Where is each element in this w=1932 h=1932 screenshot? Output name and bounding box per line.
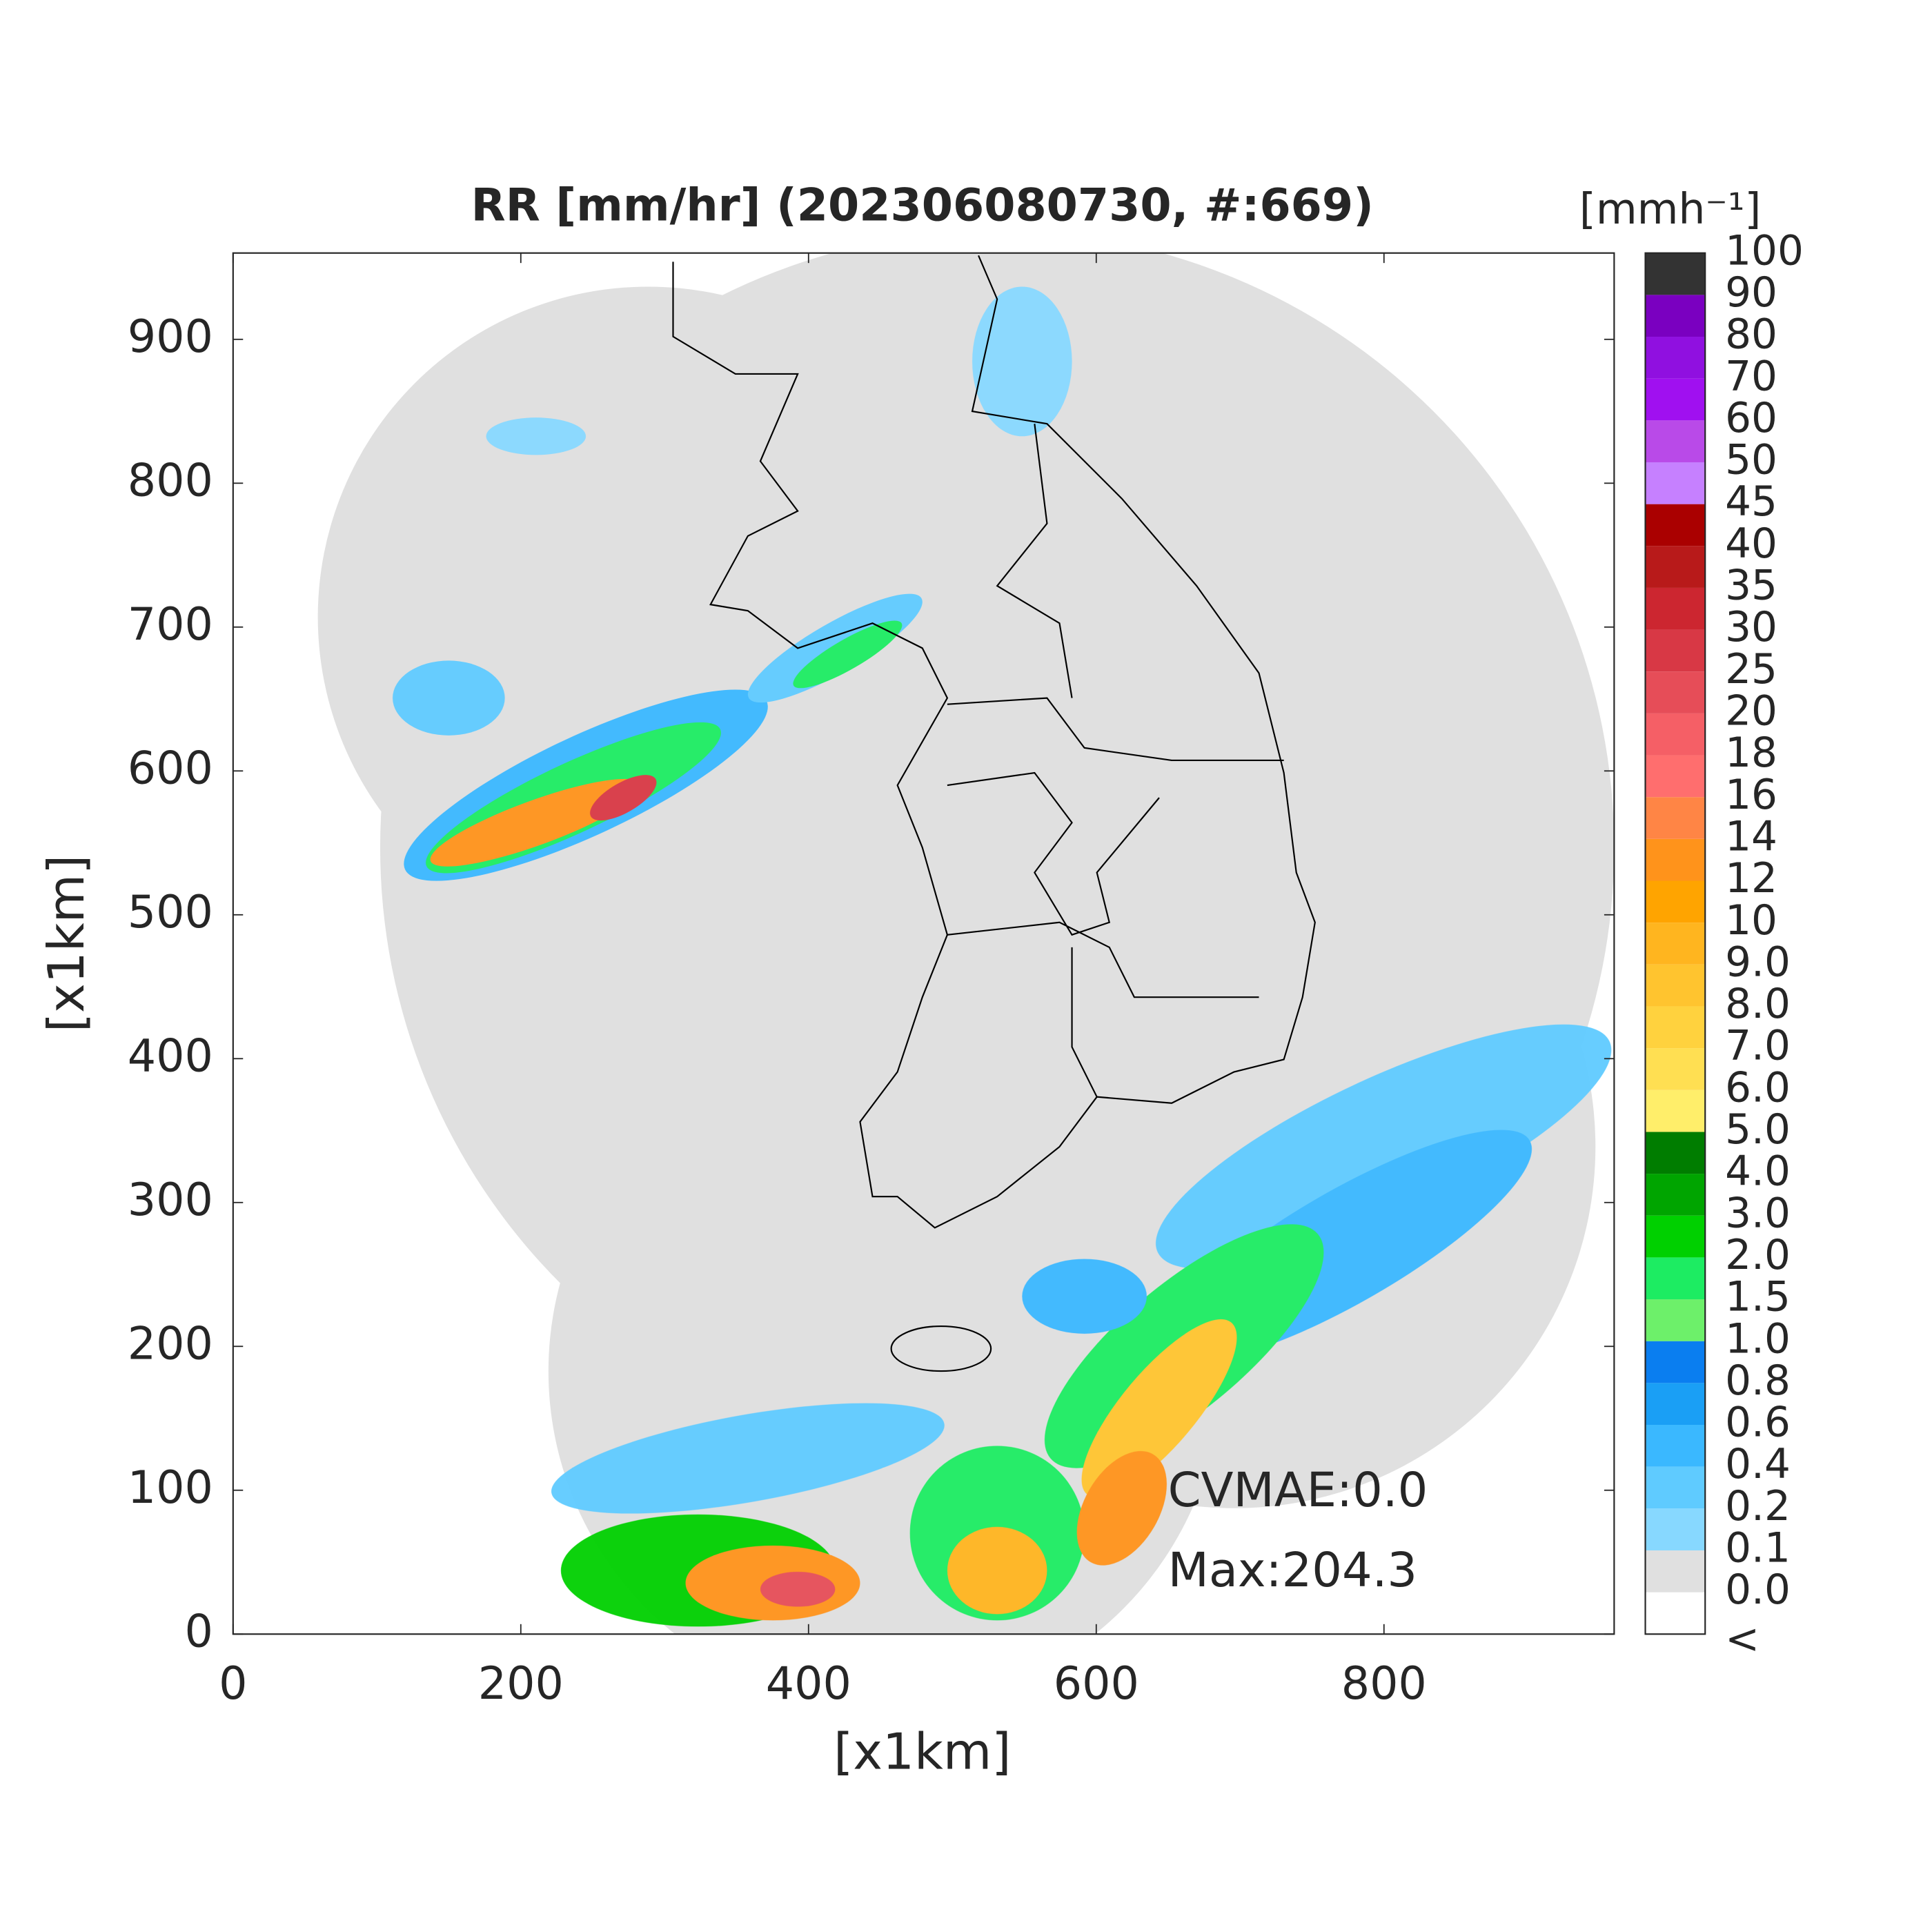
colorbar-segment xyxy=(1645,671,1706,713)
colorbar-segment xyxy=(1645,378,1706,421)
colorbar-segment xyxy=(1645,1508,1706,1550)
colorbar-segment xyxy=(1645,1592,1706,1635)
colorbar-label: 0.0 xyxy=(1725,1566,1791,1614)
colorbar-segment xyxy=(1645,1550,1706,1593)
y-tick-label: 200 xyxy=(128,1318,213,1370)
x-tick-label: 800 xyxy=(1341,1658,1427,1710)
y-tick-label: 700 xyxy=(128,599,213,651)
colorbar-label: 2.0 xyxy=(1725,1232,1791,1279)
colorbar-label: 0.8 xyxy=(1725,1357,1791,1405)
colorbar-label: 1.5 xyxy=(1725,1274,1791,1321)
colorbar-label: 100 xyxy=(1725,227,1804,275)
colorbar-segment xyxy=(1645,755,1706,798)
colorbar-frame xyxy=(1644,252,1706,1635)
colorbar-label: 14 xyxy=(1725,813,1777,860)
colorbar-label: 4.0 xyxy=(1725,1148,1791,1196)
colorbar-segment xyxy=(1645,1132,1706,1174)
colorbar-title: [mmh⁻¹] xyxy=(1579,185,1762,234)
colorbar-segment xyxy=(1645,420,1706,462)
colorbar-segment xyxy=(1645,1048,1706,1090)
colorbar-label: 0.4 xyxy=(1725,1441,1791,1488)
colorbar-segment xyxy=(1645,253,1706,295)
colorbar-label: 90 xyxy=(1725,269,1777,317)
colorbar-segment xyxy=(1645,1424,1706,1467)
y-tick-label: 100 xyxy=(128,1462,213,1514)
colorbar-label: 25 xyxy=(1725,646,1777,693)
colorbar-label: 35 xyxy=(1725,562,1777,610)
x-tick-label: 0 xyxy=(219,1658,247,1710)
chart-title: RR [mm/hr] (202306080730, #:669) xyxy=(471,180,1374,232)
colorbar-segment xyxy=(1645,504,1706,546)
colorbar-label: 10 xyxy=(1725,897,1777,945)
colorbar-segment xyxy=(1645,337,1706,379)
x-tick-label: 200 xyxy=(478,1658,564,1710)
colorbar-label: 0.2 xyxy=(1725,1483,1791,1530)
colorbar-label: 80 xyxy=(1725,311,1777,359)
colorbar-segment xyxy=(1645,713,1706,756)
colorbar-label: 30 xyxy=(1725,604,1777,651)
y-tick-label: 600 xyxy=(128,742,213,794)
radar-field xyxy=(317,253,1615,1635)
colorbar-label: 0.6 xyxy=(1725,1399,1791,1447)
colorbar-label: 40 xyxy=(1725,520,1777,568)
colorbar-label: 45 xyxy=(1725,478,1777,526)
y-tick-label: 0 xyxy=(185,1606,213,1657)
colorbar-segment xyxy=(1645,838,1706,881)
colorbar-label: 3.0 xyxy=(1725,1190,1791,1237)
colorbar-segment xyxy=(1645,1174,1706,1216)
colorbar-segment xyxy=(1645,1299,1706,1341)
colorbar-label: 18 xyxy=(1725,729,1777,777)
colorbar-segment xyxy=(1645,1466,1706,1509)
colorbar-label: 16 xyxy=(1725,771,1777,819)
colorbar-segment xyxy=(1645,797,1706,839)
colorbar-label: 50 xyxy=(1725,437,1777,484)
colorbar-segment xyxy=(1645,1006,1706,1049)
x-tick-label: 400 xyxy=(766,1658,851,1710)
colorbar-segment xyxy=(1645,1090,1706,1132)
colorbar-segment xyxy=(1645,462,1706,504)
colorbar-label: < xyxy=(1725,1616,1759,1664)
colorbar-label: 20 xyxy=(1725,687,1777,735)
y-tick-label: 900 xyxy=(128,311,213,363)
colorbar-segment xyxy=(1645,295,1706,337)
colorbar-segment xyxy=(1645,587,1706,630)
colorbar-label: 70 xyxy=(1725,353,1777,400)
colorbar-label: 5.0 xyxy=(1725,1106,1791,1154)
annotation: Max:204.3 xyxy=(1168,1543,1417,1598)
colorbar-segment xyxy=(1645,1341,1706,1383)
y-tick-label: 500 xyxy=(128,887,213,938)
colorbar-label: 6.0 xyxy=(1725,1064,1791,1112)
colorbar-segment xyxy=(1645,1257,1706,1300)
colorbar-label: 7.0 xyxy=(1725,1023,1791,1070)
colorbar-label: 12 xyxy=(1725,855,1777,903)
colorbar-segment xyxy=(1645,629,1706,672)
colorbar-label: 9.0 xyxy=(1725,938,1791,986)
coastline xyxy=(672,255,1316,1372)
colorbar-segment xyxy=(1645,880,1706,923)
colorbar-label: 0.1 xyxy=(1725,1525,1791,1573)
colorbar-segment xyxy=(1645,1383,1706,1425)
plot-frame xyxy=(232,252,1615,1635)
y-tick-label: 300 xyxy=(128,1174,213,1226)
x-tick-label: 600 xyxy=(1054,1658,1139,1710)
colorbar-segment xyxy=(1645,923,1706,965)
colorbar-label: 8.0 xyxy=(1725,980,1791,1028)
annotation: CVMAE:0.0 xyxy=(1168,1463,1428,1518)
colorbar-segment xyxy=(1645,1215,1706,1258)
colorbar-segment xyxy=(1645,546,1706,588)
colorbar-segment xyxy=(1645,964,1706,1007)
y-tick-label: 800 xyxy=(128,455,213,506)
colorbar-label: 60 xyxy=(1725,395,1777,442)
x-axis-label: [x1km] xyxy=(834,1723,1011,1781)
y-axis-label: [x1km] xyxy=(38,855,96,1032)
rain-cells xyxy=(393,286,1612,1627)
y-tick-label: 400 xyxy=(128,1030,213,1082)
colorbar-label: 1.0 xyxy=(1725,1315,1791,1363)
